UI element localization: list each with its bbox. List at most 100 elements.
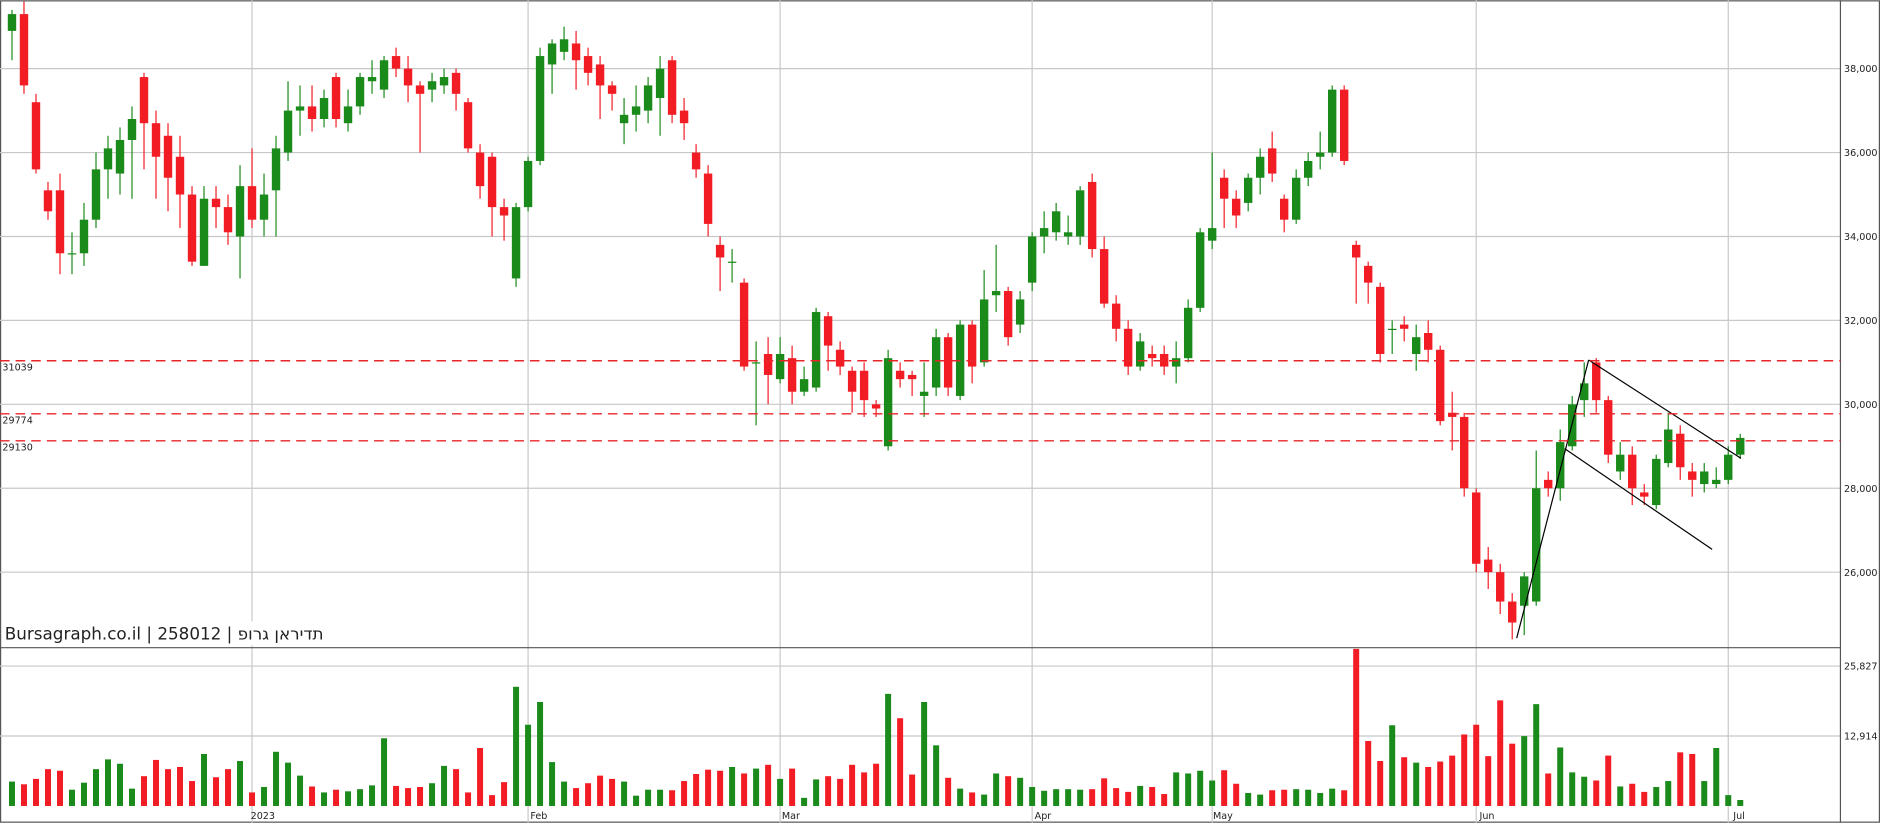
- candle-body: [1075, 190, 1085, 237]
- candle-body: [919, 391, 929, 396]
- candle-body: [1400, 324, 1409, 329]
- candle-body: [1424, 332, 1433, 350]
- y-tick-label: 36,000: [1844, 148, 1878, 159]
- candle-body: [931, 337, 941, 388]
- volume-bar: [1545, 773, 1552, 806]
- candle-body: [1448, 412, 1457, 417]
- volume-bar: [1677, 752, 1684, 806]
- candle-body: [1267, 148, 1277, 174]
- candle-body: [1039, 228, 1049, 237]
- candle-body: [55, 190, 65, 254]
- candle-body: [655, 68, 665, 99]
- volume-bar: [56, 770, 63, 806]
- volume-bar: [201, 753, 208, 806]
- volume-bar: [273, 751, 280, 806]
- volume-bar: [1617, 786, 1624, 806]
- candle-body: [511, 207, 521, 279]
- volume-bar: [453, 769, 460, 806]
- volume-bar: [369, 785, 376, 806]
- volume-bar: [429, 783, 436, 806]
- trend-line: [1588, 359, 1742, 459]
- candle-body: [1135, 341, 1145, 367]
- candle-body: [271, 148, 281, 191]
- volume-bar: [249, 792, 256, 806]
- candle-body: [775, 353, 785, 380]
- volume-bar: [1725, 795, 1732, 806]
- candle-body: [463, 102, 473, 149]
- candle-body: [1508, 601, 1517, 623]
- candle-body: [1099, 249, 1109, 304]
- candle-body: [799, 379, 809, 392]
- x-tick-label: Apr: [1035, 811, 1052, 822]
- volume-bar: [597, 775, 604, 806]
- candle-body: [103, 148, 113, 170]
- candle-body: [403, 68, 413, 86]
- candle-body: [1387, 328, 1397, 330]
- candle-body: [43, 190, 53, 212]
- candle-body: [1219, 177, 1229, 199]
- volume-bar: [177, 766, 184, 806]
- candle-body: [1616, 454, 1625, 472]
- candle-body: [643, 85, 653, 111]
- level-label: 29130: [2, 442, 32, 453]
- y-tick-label: 32,000: [1844, 316, 1878, 327]
- volume-bar: [441, 765, 448, 806]
- volume-bar: [1173, 772, 1180, 806]
- volume-bar: [1305, 789, 1312, 806]
- candle-body: [1339, 89, 1349, 161]
- x-tick-label: Jun: [1479, 811, 1495, 822]
- volume-bar: [969, 792, 976, 806]
- candle-body: [1700, 471, 1709, 485]
- volume-bar: [1377, 761, 1384, 806]
- volume-bar: [105, 759, 112, 806]
- candle-body: [715, 244, 725, 258]
- candle-body: [847, 370, 857, 392]
- volume-bar: [357, 789, 364, 806]
- volume-bar: [621, 781, 628, 806]
- candle-body: [355, 77, 365, 107]
- volume-bar: [1017, 777, 1024, 806]
- candle-body: [1375, 286, 1385, 354]
- candle-body: [487, 156, 497, 208]
- volume-bar: [1629, 783, 1636, 806]
- candle-body: [1195, 232, 1205, 308]
- volume-bar: [285, 762, 292, 806]
- volume-bar: [525, 724, 532, 806]
- candle-body: [1291, 177, 1301, 220]
- volume-bar: [501, 782, 508, 806]
- candle-body: [331, 77, 341, 119]
- volume-bar: [513, 686, 520, 806]
- candle-body: [1676, 433, 1685, 468]
- volume-bar: [1149, 787, 1156, 806]
- volume-bar: [1569, 772, 1576, 806]
- volume-bar: [1449, 755, 1456, 806]
- candle-body: [535, 56, 545, 161]
- candle-body: [1556, 442, 1565, 489]
- candle-body: [907, 374, 917, 380]
- candle-body: [823, 316, 833, 346]
- candle-body: [1255, 156, 1265, 178]
- volume-bar: [1113, 788, 1120, 806]
- candle-body: [247, 186, 257, 220]
- candle-body: [1724, 454, 1733, 480]
- x-tick-label: Jul: [1732, 811, 1745, 822]
- candle-body: [151, 123, 161, 157]
- volume-bar: [1641, 791, 1648, 806]
- candle-body: [235, 186, 245, 237]
- grid: [0, 0, 1841, 823]
- candle-body: [787, 358, 797, 392]
- volume-bar: [765, 764, 772, 806]
- candle-body: [199, 198, 209, 266]
- volume-bar: [345, 791, 352, 806]
- volume-bar: [1689, 753, 1696, 806]
- volume-bar: [585, 783, 592, 806]
- y-tick-label: 26,000: [1844, 568, 1878, 579]
- volume-bar: [1185, 773, 1192, 806]
- volume-bar: [1701, 781, 1708, 806]
- candle-body: [439, 77, 449, 86]
- volume-bar: [225, 769, 232, 806]
- candle-body: [1640, 492, 1649, 497]
- candle-body: [427, 81, 437, 90]
